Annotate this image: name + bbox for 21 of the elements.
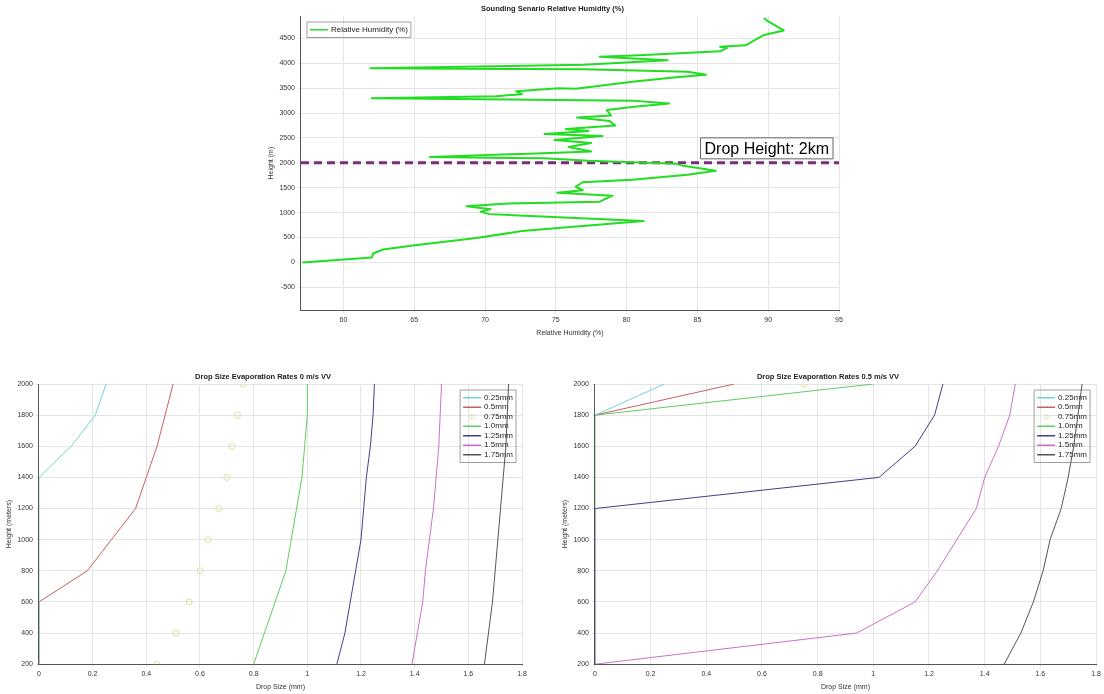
- legend-label: 1.0mm: [484, 421, 509, 431]
- point: [185, 598, 193, 606]
- point: [172, 629, 180, 637]
- legend-label: 1.75mm: [1058, 449, 1088, 459]
- legend-label: 1.5mm: [1058, 440, 1083, 450]
- point: [223, 473, 231, 481]
- legend-label: Relative Humidity (%): [330, 24, 409, 34]
- legend-label: 1.75mm: [484, 449, 514, 459]
- point: [234, 411, 242, 419]
- point: [228, 442, 236, 450]
- annotation: Drop Height: 2km: [704, 139, 829, 157]
- legend-label: 1.5mm: [484, 440, 509, 450]
- point: [204, 536, 212, 544]
- legend-label: 0.25mm: [484, 392, 514, 402]
- legend-label: 0.25mm: [1058, 392, 1088, 402]
- legend-label: 0.5mm: [1058, 402, 1083, 412]
- legend-label: 0.75mm: [1058, 411, 1088, 421]
- point: [215, 505, 223, 513]
- legend-label: 0.75mm: [484, 411, 514, 421]
- legend-label: 1.25mm: [1058, 430, 1088, 440]
- point: [196, 567, 204, 575]
